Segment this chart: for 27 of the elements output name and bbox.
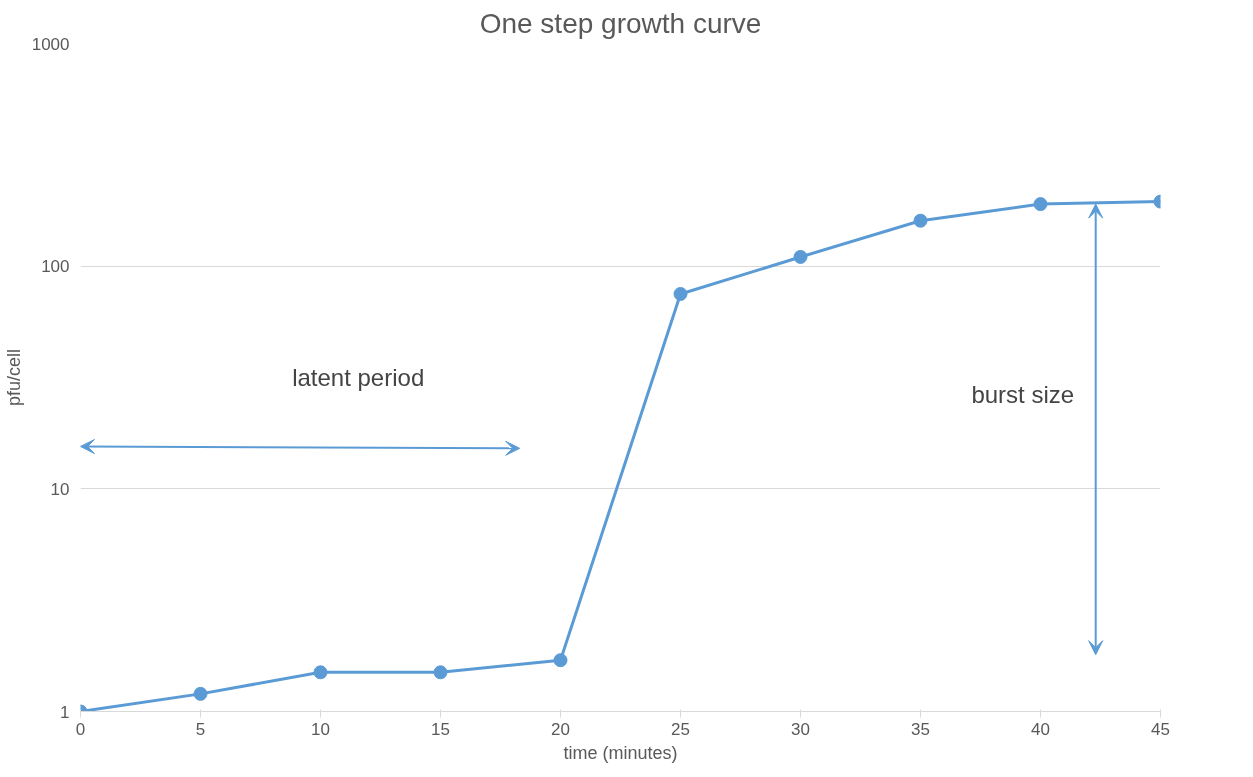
annotation: burst size bbox=[971, 380, 1075, 408]
y-axis-title: pfu/cell bbox=[3, 348, 24, 407]
point bbox=[793, 249, 808, 264]
chart-title: One step growth curve bbox=[479, 7, 762, 39]
y-tick-label: 100 bbox=[41, 257, 70, 277]
point bbox=[553, 653, 568, 668]
point bbox=[433, 665, 448, 680]
y-tick-label: 1 bbox=[60, 702, 70, 722]
x-tick-label: 45 bbox=[1151, 719, 1170, 739]
annotation: latent period bbox=[292, 363, 425, 391]
y-tick-label: 10 bbox=[50, 479, 70, 499]
x-tick-label: 10 bbox=[311, 719, 330, 739]
x-tick-label: 0 bbox=[75, 719, 86, 739]
point bbox=[193, 686, 208, 701]
point bbox=[913, 213, 928, 228]
y-tick-label: 1000 bbox=[31, 34, 70, 54]
x-tick-label: 15 bbox=[431, 719, 450, 739]
x-axis-title: time (minutes) bbox=[563, 742, 678, 763]
x-tick-label: 40 bbox=[1031, 719, 1050, 739]
point bbox=[673, 287, 688, 301]
x-tick-label: 35 bbox=[911, 719, 930, 739]
point bbox=[313, 665, 328, 680]
x-tick-label: 30 bbox=[791, 719, 810, 739]
x-tick-label: 25 bbox=[671, 719, 690, 739]
x-tick-label: 5 bbox=[195, 719, 206, 739]
x-tick-label: 20 bbox=[551, 719, 570, 739]
point bbox=[1033, 197, 1048, 212]
